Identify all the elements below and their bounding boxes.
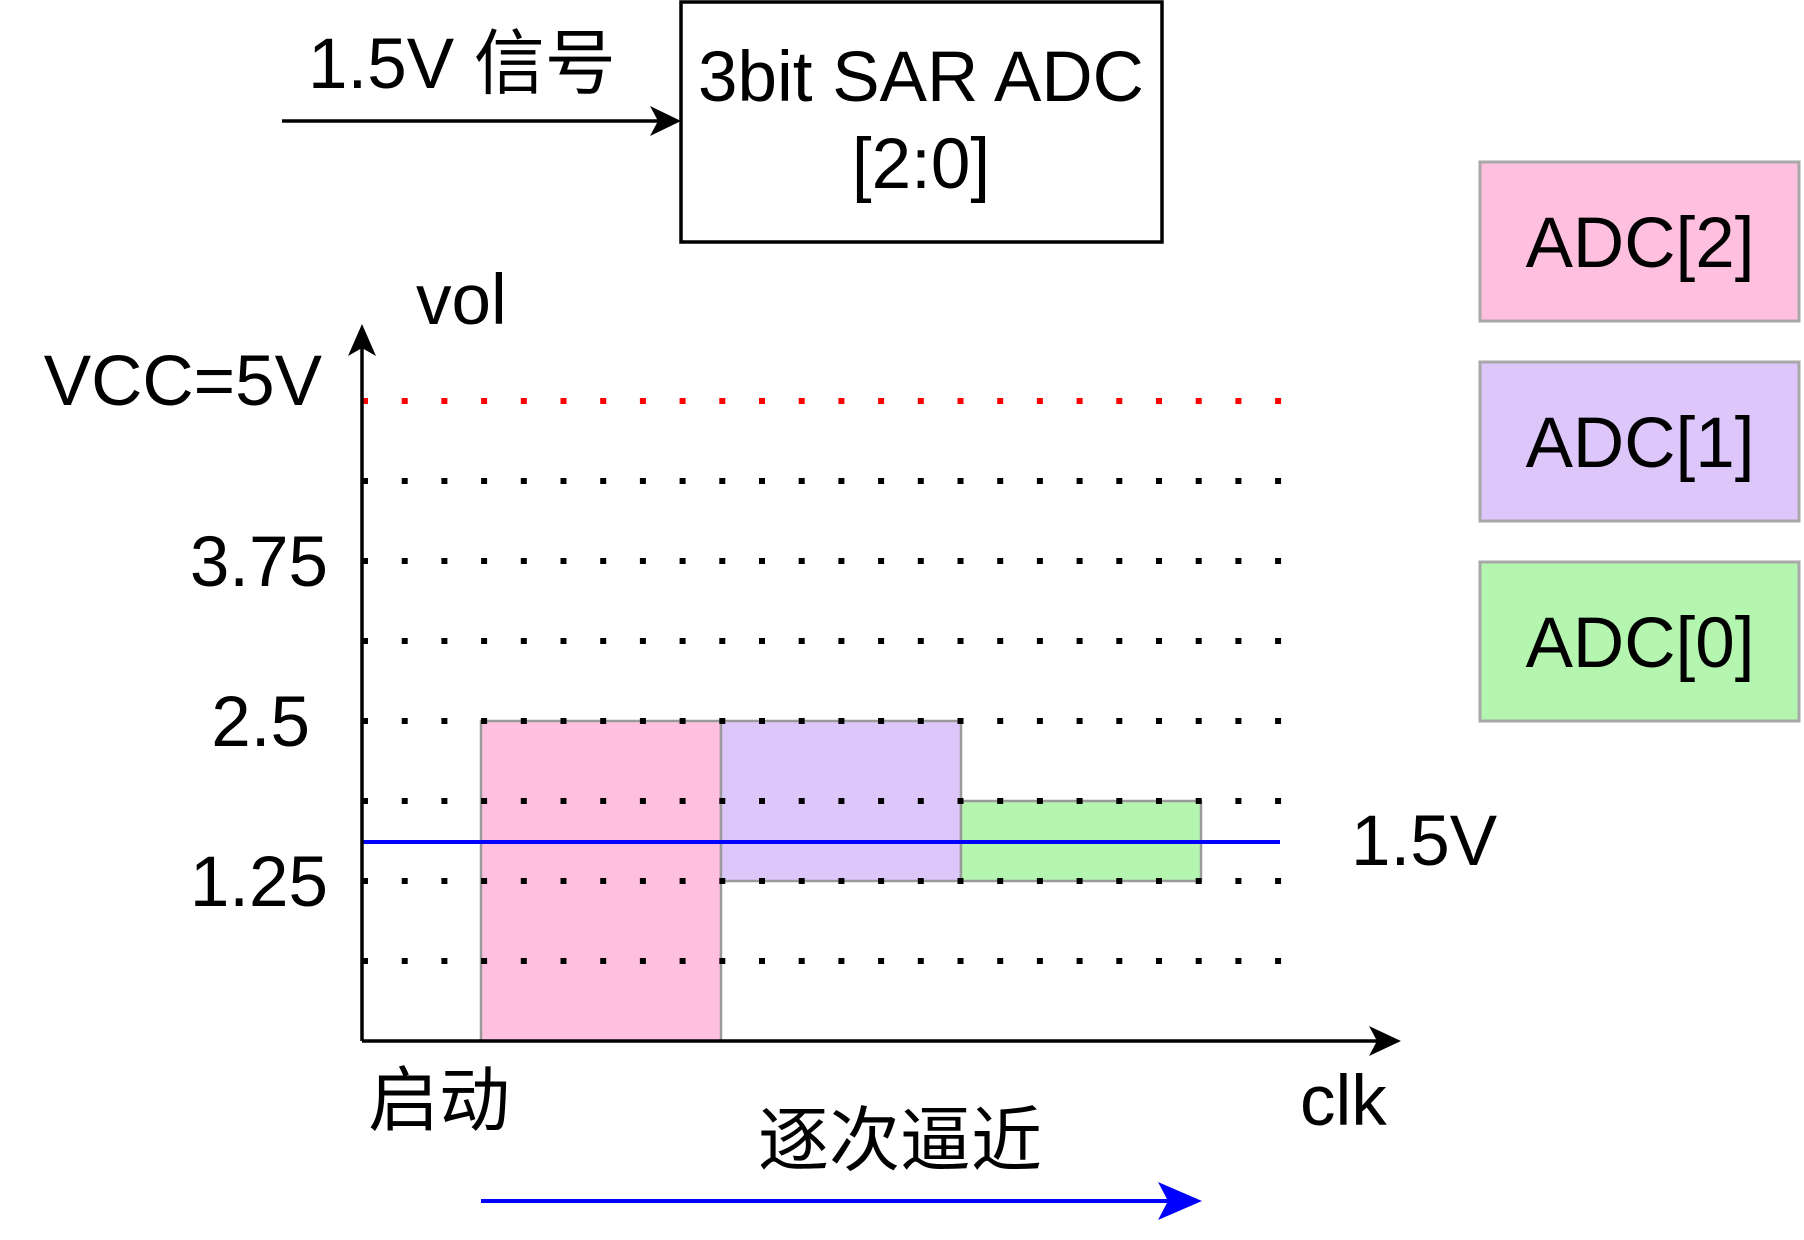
y-axis-arrow-head: [348, 324, 376, 356]
y-axis-label: vol: [416, 261, 507, 340]
legend-label-adc0: ADC[0]: [1526, 604, 1755, 683]
legend-box-adc1: [1478, 360, 1801, 523]
adc-block: [679, 0, 1164, 244]
process-arrow-head: [1158, 1182, 1202, 1220]
y-tick-label: 1.25: [190, 843, 328, 922]
input-signal-label: 1.5V 信号: [308, 25, 616, 104]
y-tick-label: 2.5: [211, 683, 310, 762]
adc-block-bits: [2:0]: [852, 125, 990, 204]
legend-label-adc2: ADC[2]: [1526, 204, 1755, 283]
input-arrow-head: [650, 106, 681, 136]
legend-box-adc0: [1478, 560, 1801, 723]
adc-block-title: 3bit SAR ADC: [698, 38, 1144, 117]
legend-label-adc1: ADC[1]: [1526, 404, 1755, 483]
origin-label: 启动: [368, 1062, 510, 1141]
legend-box-adc2: [1478, 160, 1801, 323]
x-axis-label: clk: [1300, 1062, 1387, 1141]
y-tick-label-vcc: VCC=5V: [44, 342, 323, 421]
y-tick-label: 3.75: [190, 523, 328, 602]
signal-level-label: 1.5V: [1351, 802, 1498, 881]
process-label: 逐次逼近: [758, 1102, 1042, 1181]
x-axis-arrow-head: [1369, 1026, 1401, 1056]
legend: ADC[2] ADC[1] ADC[0]: [1478, 160, 1801, 723]
